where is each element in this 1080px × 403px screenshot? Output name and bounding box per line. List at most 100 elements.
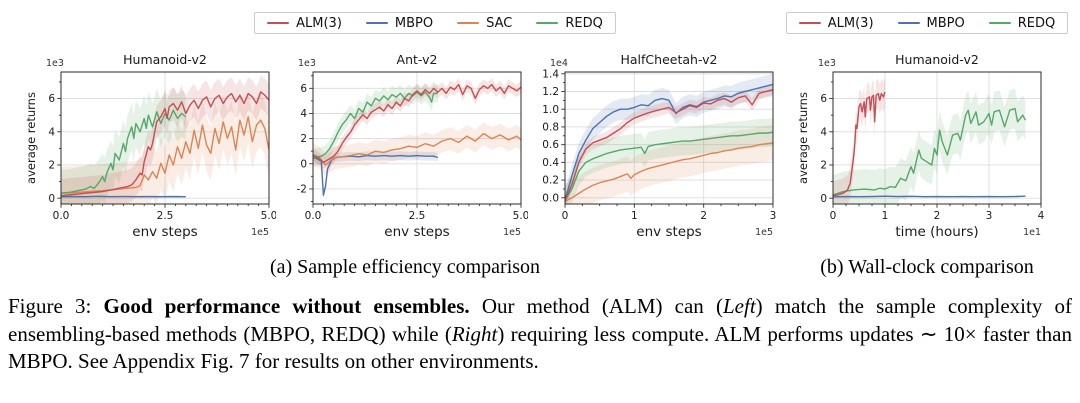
x-tick-label: 0 xyxy=(562,210,569,222)
x-tick-label: 1 xyxy=(882,210,889,222)
series-REDQ-line xyxy=(833,107,1027,196)
series-SAC-band xyxy=(61,90,269,204)
y-tick-label: 0.0 xyxy=(542,192,559,204)
legend-line-swatch xyxy=(267,21,290,25)
legend-line-swatch xyxy=(365,21,388,25)
legend-label: MBPO xyxy=(394,15,434,31)
x-axis-title: env steps xyxy=(384,224,449,240)
series-ALM(3)-band xyxy=(61,75,269,204)
charts-row: ALM(3) MBPO SAC REDQ 0.0 2.5 5.0 0 2 4 6 Humanoid-… xyxy=(0,12,1080,279)
series-SAC-band xyxy=(313,122,521,177)
series-REDQ-band xyxy=(565,118,773,204)
legend-item-REDQ: REDQ xyxy=(988,15,1056,31)
caption-segment: Right xyxy=(451,321,498,346)
series-MBPO-line xyxy=(61,195,186,198)
series-MBPO-line xyxy=(833,195,1026,198)
y-tick-label: 6 xyxy=(300,83,307,95)
y-tick-label: 0 xyxy=(820,193,827,205)
y-tick-label: 4 xyxy=(300,108,307,120)
y-tick-label: 2 xyxy=(300,133,307,145)
x-tick-label: 2.5 xyxy=(157,210,174,222)
legend-line-swatch xyxy=(798,21,821,25)
y-tick-label: 0 xyxy=(48,193,55,205)
x-offset-text: 1e5 xyxy=(503,227,521,238)
chart-panel: 0.0 2.5 5.0 -2 0 2 4 6 Ant-v2 1e3 1e5 env steps xyxy=(276,46,530,248)
chart-title: Humanoid-v2 xyxy=(123,52,207,67)
series-MBPO-line xyxy=(565,83,773,201)
sample-efficiency-panels: 0.0 2.5 5.0 0 2 4 6 Humanoid-v2 1e3 1e5 env steps a… xyxy=(24,46,786,248)
series-ALM(3)-line xyxy=(565,89,773,201)
chart-Humanoid-v2-3: 0 1 2 3 4 0 2 4 6 Humanoid-v2 1e3 1e1 time (hours) av… xyxy=(796,52,1045,240)
x-tick-label: 3 xyxy=(770,210,777,222)
y-tick-label: 1.0 xyxy=(542,104,559,116)
legend-item-ALM(3): ALM(3) xyxy=(798,15,874,31)
legend-line-swatch xyxy=(536,21,559,25)
x-tick-label: 2.5 xyxy=(409,210,426,222)
legend-item-MBPO: MBPO xyxy=(365,15,434,31)
y-tick-label: 0.2 xyxy=(542,175,559,187)
y-offset-text: 1e3 xyxy=(818,58,836,69)
subcaption-b: (b) Wall-clock comparison xyxy=(820,256,1034,278)
series-REDQ-line xyxy=(313,91,438,159)
series-MBPO-band xyxy=(565,73,773,204)
subcaption-a: (a) Sample efficiency comparison xyxy=(269,256,541,278)
y-tick-label: -2 xyxy=(297,184,307,196)
x-offset-text: 1e5 xyxy=(251,227,269,238)
series-MBPO-line xyxy=(313,154,439,196)
y-offset-text: 1e3 xyxy=(298,58,316,69)
series-ALM(3)-band xyxy=(833,76,885,204)
chart-Ant-v2-1: 0.0 2.5 5.0 -2 0 2 4 6 Ant-v2 1e3 1e5 env steps xyxy=(297,52,530,240)
chart-panel: 0.0 2.5 5.0 0 2 4 6 Humanoid-v2 1e3 1e5 env steps a… xyxy=(24,46,277,248)
x-offset-text: 1e5 xyxy=(755,227,773,238)
chart-title: HalfCheetah-v2 xyxy=(621,52,718,67)
legend-label: ALM(3) xyxy=(827,15,874,31)
caption-segment: ) requiring less compute. ALM performs u… xyxy=(8,321,1072,374)
wall-clock-panels: 0 1 2 3 4 0 2 4 6 Humanoid-v2 1e3 1e1 time (hours) av… xyxy=(796,46,1058,248)
x-tick-label: 1 xyxy=(631,210,638,222)
x-tick-label: 2 xyxy=(934,210,941,222)
y-tick-label: 6 xyxy=(820,93,827,105)
x-tick-label: 0.0 xyxy=(53,210,70,222)
chart-title: Humanoid-v2 xyxy=(895,52,979,67)
y-tick-label: 4 xyxy=(48,126,55,138)
x-axis-title: env steps xyxy=(132,224,197,240)
legend-label: REDQ xyxy=(1017,15,1056,31)
x-offset-text: 1e1 xyxy=(1023,227,1041,238)
series-REDQ-line xyxy=(565,131,773,201)
legend-label: MBPO xyxy=(926,15,965,31)
series-REDQ-band xyxy=(313,83,438,167)
x-tick-label: 5.0 xyxy=(513,210,528,222)
series-ALM(3)-line xyxy=(313,83,521,164)
y-tick-label: 0.6 xyxy=(542,139,559,151)
sample-efficiency-group: ALM(3) MBPO SAC REDQ 0.0 2.5 5.0 0 2 4 6 Humanoid-… xyxy=(24,12,786,279)
y-tick-label: 2 xyxy=(48,160,55,172)
series-REDQ-line xyxy=(61,109,187,194)
legend-label: REDQ xyxy=(565,15,603,31)
caption-segment: Left xyxy=(723,294,756,318)
legend-line-swatch xyxy=(897,21,920,25)
y-tick-label: 4 xyxy=(820,126,827,138)
y-tick-label: 2 xyxy=(820,160,827,172)
series-SAC-line xyxy=(313,132,521,166)
legend-item-SAC: SAC xyxy=(457,16,512,31)
caption-segment: ) match the sample complexity of ensembl… xyxy=(8,294,1072,346)
x-axis-title: env steps xyxy=(636,224,701,240)
chart-panel: 0 1 2 3 4 0 2 4 6 Humanoid-v2 1e3 1e1 time (hours) av… xyxy=(796,46,1048,248)
y-tick-label: 1.4 xyxy=(542,68,559,80)
y-tick-label: 1.2 xyxy=(542,86,559,98)
chart-HalfCheetah-v2-2: 0 1 2 3 0.0 0.2 0.4 0.6 0.8 1.0 1.2 1.4 HalfCheetah-… xyxy=(542,52,777,240)
caption-segment: Our method (ALM) can ( xyxy=(469,294,723,318)
y-tick-label: 0 xyxy=(300,158,307,170)
chart-panel: 0 1 2 3 0.0 0.2 0.4 0.6 0.8 1.0 1.2 1.4 HalfCheetah-… xyxy=(528,46,780,248)
legend-item-REDQ: REDQ xyxy=(536,16,603,31)
x-tick-label: 5.0 xyxy=(261,210,276,222)
caption-segment: Good performance without ensembles. xyxy=(103,294,470,318)
x-axis-title: time (hours) xyxy=(895,224,978,240)
legend-label: ALM(3) xyxy=(296,15,342,31)
legend-line-swatch xyxy=(988,21,1011,25)
y-offset-text: 1e4 xyxy=(550,58,568,69)
wall-clock-group: ALM(3) MBPO REDQ 0 1 2 3 4 0 2 4 6 Humanoid-v2 1e3 1e… xyxy=(785,12,1069,279)
series-ALM(3)-line xyxy=(61,91,269,197)
x-tick-label: 3 xyxy=(986,210,993,222)
